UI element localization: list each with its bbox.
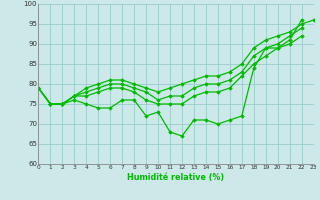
X-axis label: Humidité relative (%): Humidité relative (%) <box>127 173 225 182</box>
